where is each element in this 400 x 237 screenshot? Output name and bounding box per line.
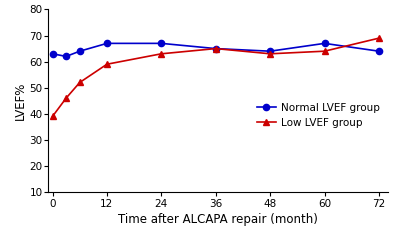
Low LVEF group [50,115,55,118]
Low LVEF group [213,47,218,50]
Low LVEF group [159,52,164,55]
Normal LVEF group [77,50,82,53]
Normal LVEF group [104,42,109,45]
Legend: Normal LVEF group, Low LVEF group: Normal LVEF group, Low LVEF group [254,100,383,131]
Normal LVEF group [50,52,55,55]
Line: Normal LVEF group: Normal LVEF group [50,40,382,59]
Normal LVEF group [322,42,327,45]
Normal LVEF group [268,50,272,53]
Low LVEF group [64,97,68,100]
Low LVEF group [322,50,327,53]
X-axis label: Time after ALCAPA repair (month): Time after ALCAPA repair (month) [118,213,318,226]
Normal LVEF group [159,42,164,45]
Normal LVEF group [376,50,381,53]
Low LVEF group [104,63,109,66]
Low LVEF group [376,37,381,40]
Line: Low LVEF group: Low LVEF group [50,35,382,119]
Y-axis label: LVEF%: LVEF% [14,82,26,120]
Low LVEF group [268,52,272,55]
Low LVEF group [77,81,82,84]
Normal LVEF group [213,47,218,50]
Normal LVEF group [64,55,68,58]
